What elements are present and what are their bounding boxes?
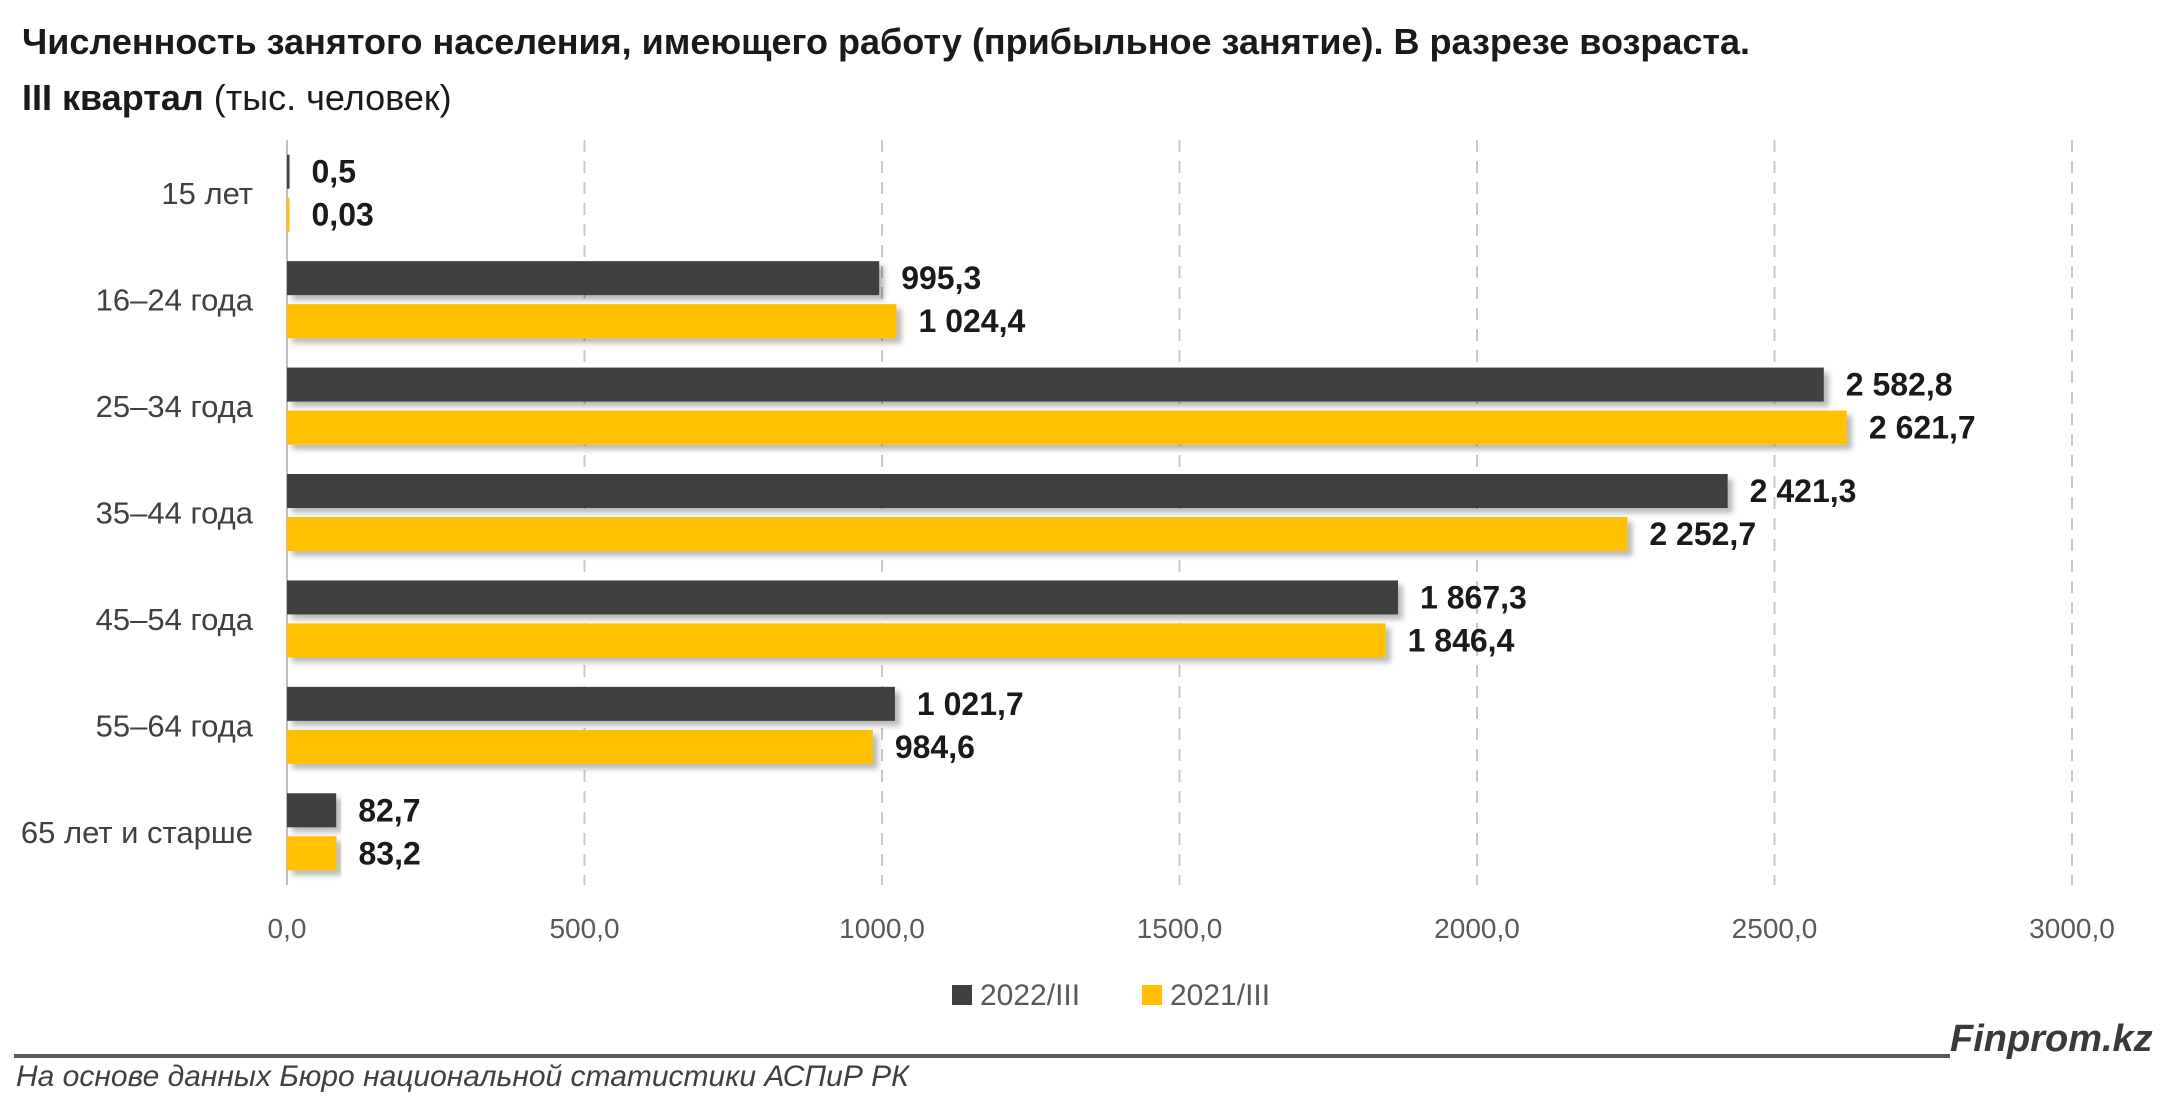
x-tick-label: 1500,0 — [1137, 913, 1223, 944]
x-tick-label: 3000,0 — [2029, 913, 2115, 944]
bar-chart: 0,5 0,03 995,3 1 024,4 2 582,8 2 621,7 2 421,3… — [21, 140, 2115, 1012]
data-label: 2 582,8 — [1846, 367, 1953, 403]
data-label: 2 621,7 — [1869, 410, 1976, 446]
bar — [287, 836, 337, 871]
chart-title-unit: (тыс. человек) — [213, 77, 452, 118]
chart-title-line-2: III квартал (тыс. человек) — [22, 70, 2122, 126]
category-label: 15 лет — [161, 176, 253, 211]
bar — [287, 793, 337, 828]
chart-category-labels: 15 лет 16–24 года 25–34 года 35–44 года 45–5… — [21, 176, 254, 850]
bar — [287, 367, 1824, 402]
bar — [287, 154, 290, 189]
data-label: 2 252,7 — [1649, 516, 1756, 552]
bar — [287, 261, 880, 296]
data-label: 1 021,7 — [917, 686, 1024, 722]
bar — [287, 410, 1847, 445]
data-label: 995,3 — [901, 260, 981, 296]
bar — [287, 474, 1728, 508]
data-label: 984,6 — [895, 729, 975, 765]
brand-logo-text: Finprom.kz — [1950, 1018, 2153, 1060]
x-tick-label: 0,0 — [268, 913, 307, 944]
x-tick-label: 2000,0 — [1434, 913, 1520, 944]
chart-legend: 2022/III 2021/III — [952, 979, 1270, 1012]
bar — [287, 197, 290, 232]
bar — [287, 580, 1399, 615]
x-tick-label: 2500,0 — [1732, 913, 1818, 944]
data-label: 82,7 — [358, 792, 420, 828]
legend-label: 2022/III — [980, 979, 1080, 1012]
data-label: 1 867,3 — [1420, 579, 1527, 615]
bar — [287, 729, 873, 764]
category-label: 65 лет и старше — [21, 815, 253, 850]
category-label: 45–54 года — [96, 602, 254, 637]
category-label: 16–24 года — [96, 283, 254, 318]
chart-title-line-1: Численность занятого населения, имеющего… — [22, 21, 1751, 62]
legend-label: 2021/III — [1170, 979, 1270, 1012]
chart-x-axis: 0,0 500,0 1000,0 1500,0 2000,0 2500,0 3000,0 — [268, 913, 2115, 944]
bar — [287, 517, 1628, 551]
data-label: 0,5 — [312, 154, 356, 190]
chart-grid — [286, 140, 2073, 885]
data-label: 2 421,3 — [1750, 473, 1857, 509]
data-label: 1 024,4 — [919, 303, 1026, 339]
category-label: 25–34 года — [96, 389, 254, 424]
chart-title-period: III квартал — [22, 77, 204, 118]
x-tick-label: 1000,0 — [839, 913, 925, 944]
footer-divider — [14, 1054, 1950, 1058]
legend-swatch — [952, 985, 972, 1005]
chart-data-labels: 0,5 0,03 995,3 1 024,4 2 582,8 2 621,7 2 421,3… — [312, 154, 1976, 872]
bar — [287, 686, 895, 721]
chart-bars — [287, 154, 1847, 871]
data-label: 83,2 — [359, 835, 421, 871]
data-label: 0,03 — [312, 197, 374, 233]
bar — [287, 304, 897, 339]
category-label: 35–44 года — [96, 496, 254, 531]
legend-swatch — [1142, 985, 1162, 1005]
chart-title: Численность занятого населения, имеющего… — [22, 14, 2122, 126]
x-tick-label: 500,0 — [549, 913, 619, 944]
source-note: На основе данных Бюро национальной стати… — [16, 1060, 909, 1093]
data-label: 1 846,4 — [1408, 622, 1515, 658]
category-label: 55–64 года — [96, 708, 254, 743]
bar — [287, 623, 1386, 658]
